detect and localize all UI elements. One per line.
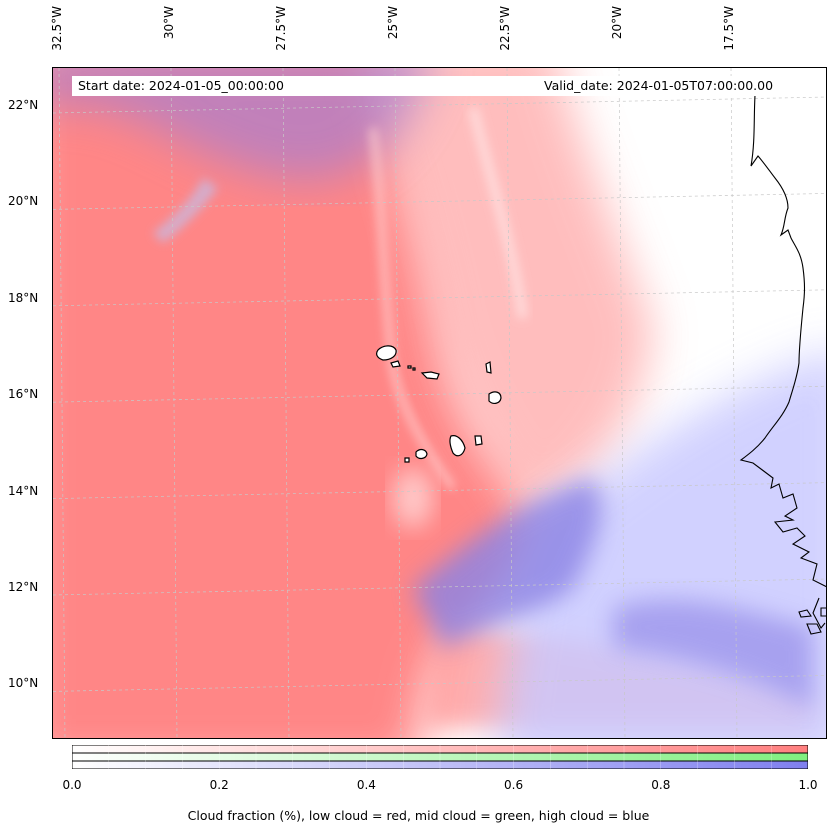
longitude-gridline (282, 68, 290, 738)
longitude-label: 17.5°W (722, 6, 736, 51)
low-cloud-transition (361, 68, 653, 508)
latitude-label: 18°N (8, 290, 39, 305)
clear-patch (393, 468, 433, 528)
cape-verde-islands (376, 345, 502, 463)
coastlines (739, 81, 826, 635)
longitude-label: 27.5°W (274, 6, 288, 51)
island-boa-vista (488, 391, 502, 404)
colorbar-tick-label: 0.4 (356, 778, 376, 792)
island-sal (485, 361, 492, 374)
high-cloud-south (613, 599, 813, 708)
latitude-label: 20°N (8, 194, 39, 209)
colorbar-tick-label: 0.6 (504, 778, 524, 792)
island-maio (474, 435, 483, 446)
colorbar-level-separators (108, 745, 772, 769)
cloud-streak-2 (468, 106, 528, 319)
longitude-gridline (506, 68, 514, 738)
latitude-label: 12°N (8, 580, 39, 594)
island-santo-antao (376, 345, 397, 361)
island-fogo (415, 448, 428, 460)
map-canvas (53, 68, 826, 738)
latitude-label: 22°N (8, 98, 39, 112)
island-sao-vicente (390, 360, 401, 368)
longitude-gridline (58, 68, 66, 738)
longitude-gridline (730, 68, 738, 738)
colorbar-tick-label: 0.0 (62, 778, 82, 792)
longitude-label: 25°W (386, 6, 400, 40)
africa-coast-south (812, 597, 826, 629)
longitude-gridline (618, 68, 626, 738)
gridlines (53, 68, 826, 738)
longitude-label: 32.5°W (50, 6, 64, 51)
coast-islands-south (798, 607, 826, 635)
colorbar-tick-label: 0.2 (209, 778, 229, 792)
high-cloud-band (413, 478, 602, 648)
longitude-label: 22.5°W (498, 6, 512, 51)
colorbar-tick-label: 1.0 (798, 778, 818, 792)
colorbar-label: Cloud fraction (%), low cloud = red, mid… (187, 808, 650, 823)
latitude-label: 14°N (8, 483, 39, 498)
small-islets (407, 365, 416, 371)
longitude-label: 20°W (610, 6, 624, 40)
island-santiago (449, 435, 466, 457)
start-date-label: Start date: 2024-01-05_00:00:00 (72, 76, 550, 96)
colorbar (72, 745, 808, 769)
island-sao-nicolau (420, 371, 440, 380)
longitude-gridline (170, 68, 178, 738)
longitude-label: 30°W (162, 6, 176, 40)
high-cloud-streak (153, 178, 218, 243)
colorbar-tick-label: 0.8 (651, 778, 671, 792)
map-panel[interactable] (52, 67, 827, 739)
valid-date-label: Valid_date: 2024-01-05T07:00:00.00 (538, 76, 780, 96)
island-brava (404, 457, 410, 463)
africa-coastline (739, 81, 826, 588)
latitude-label: 16°N (8, 387, 39, 402)
latitude-label: 10°N (8, 676, 39, 691)
longitude-gridline (394, 68, 402, 738)
cloud-field (53, 68, 826, 738)
